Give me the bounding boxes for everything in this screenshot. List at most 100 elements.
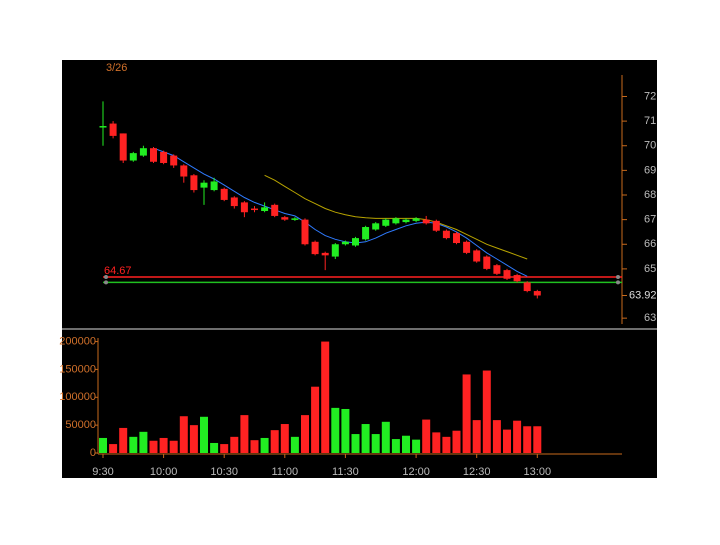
candle-body bbox=[503, 270, 511, 279]
volume-bar bbox=[230, 436, 239, 453]
chart-background bbox=[62, 60, 657, 478]
volume-bar bbox=[462, 374, 471, 453]
volume-bar bbox=[391, 439, 400, 453]
candle-body bbox=[139, 148, 147, 156]
volume-bar bbox=[290, 436, 299, 453]
candle-body bbox=[240, 202, 248, 213]
volume-bar bbox=[169, 440, 178, 453]
volume-bar bbox=[270, 430, 279, 453]
y-tick-label: 68 bbox=[644, 189, 656, 201]
candle-body bbox=[301, 219, 309, 245]
candle-body bbox=[251, 208, 258, 211]
x-tick-label: 12:00 bbox=[402, 466, 430, 478]
volume-bar bbox=[381, 421, 390, 453]
candle-body bbox=[392, 218, 400, 224]
reference-marker bbox=[104, 280, 108, 285]
x-tick-label: 9:30 bbox=[92, 466, 113, 478]
candle-body bbox=[533, 291, 541, 296]
candle-body bbox=[442, 230, 450, 239]
volume-bar bbox=[220, 444, 229, 453]
y-tick-label: 71 bbox=[644, 115, 656, 127]
volume-bar bbox=[99, 437, 107, 453]
y-tick-label: 66 bbox=[644, 238, 656, 250]
volume-bar bbox=[210, 442, 219, 453]
candle-body bbox=[422, 219, 430, 224]
candle-body bbox=[493, 265, 501, 274]
candle-body bbox=[473, 250, 481, 262]
candle-body bbox=[331, 244, 339, 257]
volume-bar bbox=[189, 425, 198, 453]
candle-body bbox=[382, 219, 390, 226]
y-tick-label: 70 bbox=[644, 140, 656, 152]
candle-body bbox=[170, 155, 178, 166]
y-tick-label: 67 bbox=[644, 214, 656, 226]
volume-bar bbox=[200, 416, 208, 453]
candle-body bbox=[341, 241, 349, 245]
volume-bar bbox=[371, 434, 380, 453]
x-tick-label: 12:30 bbox=[463, 466, 491, 478]
candle-body bbox=[412, 218, 420, 221]
y-tick-label: 72 bbox=[644, 90, 656, 102]
volume-bar bbox=[492, 420, 501, 453]
volume-bar bbox=[412, 439, 421, 453]
candle-body bbox=[220, 188, 228, 200]
volume-bar bbox=[452, 430, 461, 453]
volume-bar bbox=[472, 420, 481, 453]
candle-body bbox=[291, 218, 299, 220]
volume-bar bbox=[422, 419, 431, 453]
reference-marker bbox=[616, 280, 620, 285]
candle-body bbox=[372, 223, 380, 230]
volume-bar bbox=[341, 408, 350, 453]
volume-bar bbox=[159, 437, 168, 453]
y-tick-label: 0 bbox=[90, 447, 96, 459]
last-price-label: 63.92 bbox=[629, 289, 657, 301]
volume-bar bbox=[513, 420, 522, 453]
x-tick-label: 11:30 bbox=[332, 466, 359, 478]
volume-bar bbox=[109, 444, 118, 453]
x-tick-label: 10:00 bbox=[150, 466, 178, 478]
volume-bar bbox=[250, 440, 259, 453]
y-tick-label: 69 bbox=[644, 164, 656, 176]
candle-body bbox=[160, 151, 168, 163]
volume-bar bbox=[301, 415, 309, 453]
volume-bar bbox=[442, 436, 451, 453]
candle-body bbox=[352, 238, 359, 246]
volume-bar bbox=[311, 386, 320, 453]
candle-body bbox=[432, 220, 440, 231]
volume-bar bbox=[503, 429, 511, 453]
candle-body bbox=[99, 126, 107, 128]
candle-body bbox=[463, 241, 471, 253]
y-tick-label: 63 bbox=[644, 312, 656, 324]
reference-marker bbox=[104, 275, 108, 280]
candle-body bbox=[523, 282, 531, 292]
candle-body bbox=[362, 227, 370, 240]
candle-body bbox=[513, 275, 521, 282]
volume-bar bbox=[533, 426, 542, 453]
volume-bar bbox=[260, 437, 269, 453]
candle-body bbox=[119, 133, 127, 161]
volume-bar bbox=[149, 440, 158, 453]
y-tick-label: 50000 bbox=[65, 419, 96, 431]
candle-body bbox=[230, 197, 238, 207]
volume-bar bbox=[179, 416, 188, 453]
candle-body bbox=[200, 182, 208, 188]
candle-body bbox=[150, 148, 157, 162]
candle-body bbox=[321, 252, 329, 256]
candle-body bbox=[190, 175, 198, 191]
y-tick-label: 150000 bbox=[59, 363, 96, 375]
candle-body bbox=[129, 153, 137, 161]
volume-bar bbox=[482, 370, 491, 453]
volume-bar bbox=[361, 424, 370, 453]
reference-label: 64.67 bbox=[104, 265, 132, 277]
candle-body bbox=[109, 123, 117, 136]
reference-marker bbox=[616, 275, 620, 280]
volume-bar bbox=[402, 435, 410, 453]
candle-body bbox=[281, 217, 289, 220]
volume-bar bbox=[139, 431, 148, 453]
candle-body bbox=[261, 207, 269, 212]
x-tick-label: 13:00 bbox=[524, 466, 552, 478]
candle-body bbox=[271, 204, 279, 216]
y-tick-label: 100000 bbox=[59, 391, 96, 403]
candle-body bbox=[180, 165, 188, 177]
